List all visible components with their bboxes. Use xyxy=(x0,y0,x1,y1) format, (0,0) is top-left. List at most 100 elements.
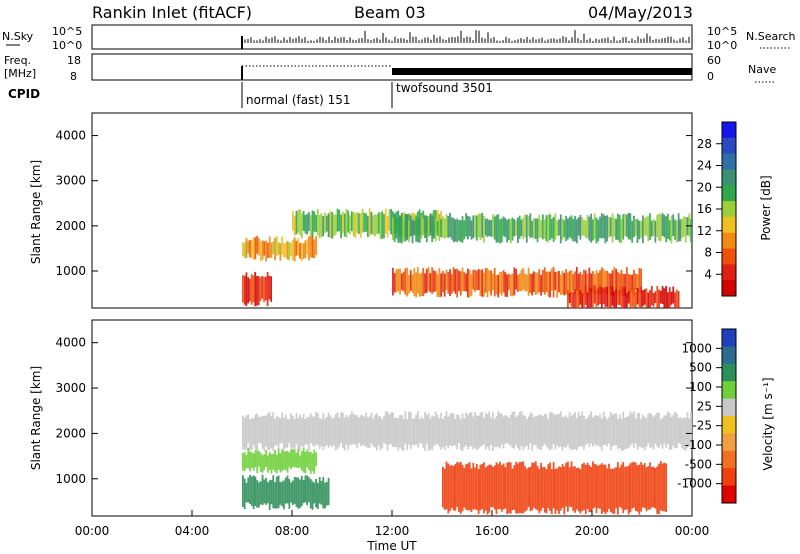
colorbar-tick-label: 25 xyxy=(697,399,712,413)
heatmap-cell xyxy=(436,220,439,236)
heatmap-cell xyxy=(313,239,316,259)
heatmap-cell xyxy=(388,209,391,231)
colorbar-swatch xyxy=(722,280,736,297)
heatmap-cell xyxy=(652,417,655,450)
heatmap-cell xyxy=(533,218,535,239)
heatmap-cell xyxy=(625,267,628,292)
heatmap-cell xyxy=(243,452,246,472)
y-tick-label: 4000 xyxy=(55,336,86,350)
heatmap-cell xyxy=(602,464,605,512)
power-panel: 1000 2000 3000 4000 Slant Range [km] 28 24 20… xyxy=(29,112,773,309)
heatmap-cell xyxy=(354,213,357,238)
heatmap-cell xyxy=(411,418,414,445)
heatmap-cell xyxy=(313,449,316,474)
heatmap-cell xyxy=(688,418,691,447)
heatmap-cell xyxy=(268,411,271,451)
heatmap-cell xyxy=(627,212,630,240)
heatmap-cell xyxy=(629,288,632,308)
heatmap-cell xyxy=(470,412,473,447)
x-tick-label: 00:00 xyxy=(75,524,110,538)
heatmap-cell xyxy=(529,466,532,512)
heatmap-cell xyxy=(447,463,450,514)
heatmap-cell xyxy=(384,208,387,234)
heatmap-cell xyxy=(392,267,394,296)
heatmap-cell xyxy=(549,462,551,511)
heatmap-cell xyxy=(293,419,296,450)
heatmap-cell xyxy=(265,415,267,447)
heatmap-cell xyxy=(690,411,692,450)
heatmap-cell xyxy=(263,415,266,452)
heatmap-cell xyxy=(504,415,507,444)
heatmap-cell xyxy=(538,414,541,450)
heatmap-cell xyxy=(477,269,480,291)
heatmap-cell xyxy=(249,278,251,302)
heatmap-cell xyxy=(550,412,553,449)
heatmap-cell xyxy=(265,477,267,505)
heatmap-cell xyxy=(677,417,680,444)
heatmap-cell xyxy=(540,414,542,450)
heatmap-cell xyxy=(250,239,253,258)
heatmap-cell xyxy=(559,411,562,447)
heatmap-cell xyxy=(574,289,576,308)
heatmap-cell xyxy=(415,272,417,298)
heatmap-cell xyxy=(331,418,334,447)
heatmap-cell xyxy=(559,467,562,511)
heatmap-cell xyxy=(502,416,505,449)
heatmap-cell xyxy=(445,461,448,510)
heatmap-cell xyxy=(284,242,287,258)
heatmap-cell xyxy=(368,416,371,448)
heatmap-cell xyxy=(252,275,255,303)
heatmap-cell xyxy=(361,208,364,233)
heatmap-cell xyxy=(427,216,430,238)
heatmap-cell xyxy=(609,411,612,451)
heatmap-cell xyxy=(490,219,492,237)
heatmap-cell xyxy=(261,415,264,449)
heatmap-cell xyxy=(290,242,292,257)
colorbar-swatch xyxy=(722,398,736,417)
heatmap-cell xyxy=(268,275,271,300)
heatmap-cell xyxy=(309,236,312,258)
x-tick-label: 00:00 xyxy=(675,524,710,538)
y-tick-label: 1000 xyxy=(55,472,86,486)
colorbar-swatch xyxy=(722,329,736,347)
heatmap-cell xyxy=(568,271,571,297)
heatmap-cell xyxy=(575,267,578,291)
heatmap-cell xyxy=(433,416,435,447)
heatmap-cell xyxy=(615,413,617,446)
heatmap-cell xyxy=(367,417,369,448)
heatmap-cell xyxy=(595,217,598,244)
heatmap-cell xyxy=(436,414,439,444)
heatmap-cell xyxy=(572,291,575,308)
heatmap-cell xyxy=(325,416,328,446)
heatmap-cell xyxy=(450,217,453,240)
heatmap-cell xyxy=(449,212,451,238)
heatmap-cell xyxy=(495,462,498,515)
heatmap-cell xyxy=(408,220,410,243)
colorbar-tick-label: 28 xyxy=(697,137,712,151)
heatmap-cell xyxy=(311,416,314,446)
heatmap-cell xyxy=(413,220,416,236)
heatmap-cell xyxy=(279,482,282,505)
heatmap-cell xyxy=(497,214,500,243)
heatmap-cell xyxy=(281,449,284,472)
heatmap-cell xyxy=(268,451,271,470)
velocity-colorbar-label: Velocity [m s⁻¹] xyxy=(761,377,775,470)
heatmap-cell xyxy=(520,411,523,446)
heatmap-cell xyxy=(499,461,501,510)
heatmap-cell xyxy=(250,418,253,451)
heatmap-cell xyxy=(567,272,569,296)
heatmap-cell xyxy=(493,465,496,510)
y-tick-label: 3000 xyxy=(55,174,86,188)
heatmap-cell xyxy=(438,214,441,241)
heatmap-cell xyxy=(622,462,625,514)
heatmap-cell xyxy=(677,213,680,242)
heatmap-cell xyxy=(302,448,305,473)
heatmap-cell xyxy=(525,214,528,243)
heatmap-cell xyxy=(467,268,469,298)
heatmap-cell xyxy=(249,239,251,258)
heatmap-cell xyxy=(347,416,350,451)
heatmap-cell xyxy=(333,214,335,237)
heatmap-cell xyxy=(440,412,442,450)
heatmap-cell xyxy=(356,415,359,449)
heatmap-cell xyxy=(640,462,642,512)
